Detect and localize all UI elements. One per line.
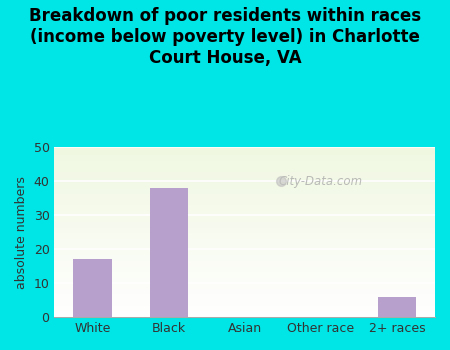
Text: City-Data.com: City-Data.com: [279, 175, 363, 188]
Bar: [149, 188, 188, 317]
Bar: [378, 297, 416, 317]
Bar: [73, 259, 112, 317]
Y-axis label: absolute numbers: absolute numbers: [15, 176, 28, 288]
Text: Breakdown of poor residents within races
(income below poverty level) in Charlot: Breakdown of poor residents within races…: [29, 7, 421, 66]
